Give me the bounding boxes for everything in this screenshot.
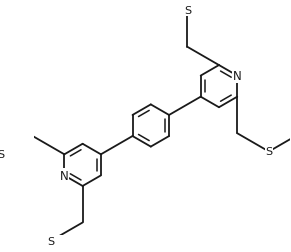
Text: S: S bbox=[0, 150, 5, 160]
Text: N: N bbox=[233, 70, 242, 83]
Text: S: S bbox=[47, 236, 54, 246]
Text: N: N bbox=[60, 169, 69, 182]
Text: S: S bbox=[265, 147, 272, 157]
Text: S: S bbox=[184, 6, 191, 16]
